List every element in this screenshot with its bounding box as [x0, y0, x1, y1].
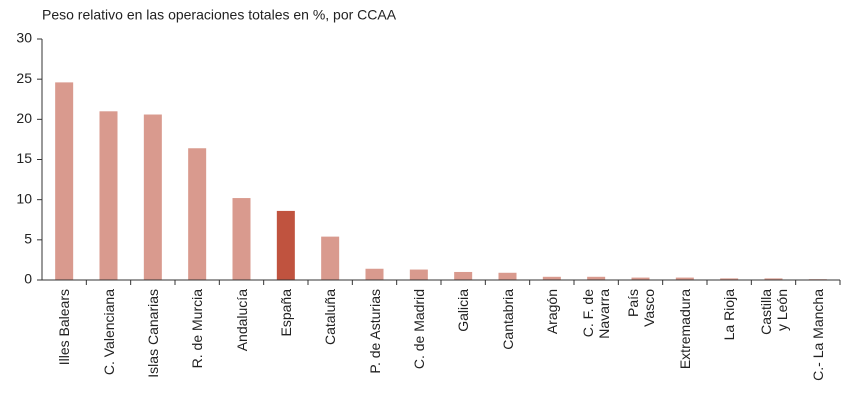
x-tick-label: País Vasco [624, 289, 657, 327]
x-tick-label: Cantabria [499, 289, 516, 350]
bar [498, 272, 517, 280]
x-tick-label: C.- La Mancha [809, 289, 826, 381]
bar [321, 236, 340, 280]
x-tick-label: Castilla y León [757, 289, 790, 335]
x-tick-label: R. de Murcia [189, 289, 206, 369]
bar [631, 277, 650, 280]
x-tick-label: Islas Canarias [144, 289, 161, 378]
bar [232, 198, 251, 280]
x-tick-label: La Rioja [721, 289, 738, 341]
bar [188, 148, 207, 280]
bar [276, 210, 295, 280]
bar [409, 269, 428, 280]
x-tick-label: Andalucía [233, 289, 250, 352]
y-tick-label: 25 [16, 70, 32, 86]
y-tick-label: 5 [24, 231, 32, 247]
bar [720, 278, 739, 280]
x-tick-label: Aragón [543, 289, 560, 335]
bar [99, 111, 118, 280]
x-tick-label: P. de Asturias [366, 289, 383, 374]
x-tick-label: Galicia [455, 289, 472, 332]
x-tick-label: Extremadura [676, 289, 693, 370]
bar [542, 276, 561, 280]
chart-title: Peso relativo en las operaciones totales… [42, 7, 397, 23]
x-tick-label: C. de Madrid [410, 289, 427, 370]
bar [764, 278, 783, 280]
bar [143, 114, 162, 280]
x-tick-label: C. F. de Navarra [580, 289, 613, 339]
bar [365, 268, 384, 280]
y-tick-label: 15 [16, 150, 32, 166]
y-tick-label: 30 [16, 30, 32, 46]
x-tick-label: C. Valenciana [100, 289, 117, 376]
x-tick-label: Cataluña [322, 289, 339, 346]
bar [454, 271, 473, 280]
y-tick-label: 0 [24, 271, 32, 287]
bar [587, 276, 606, 280]
bar [55, 82, 74, 280]
x-tick-label: España [277, 289, 294, 337]
y-tick-label: 20 [16, 110, 32, 126]
x-tick-label: Illes Balears [56, 289, 73, 366]
bar [675, 277, 694, 280]
y-tick-label: 10 [16, 190, 32, 206]
